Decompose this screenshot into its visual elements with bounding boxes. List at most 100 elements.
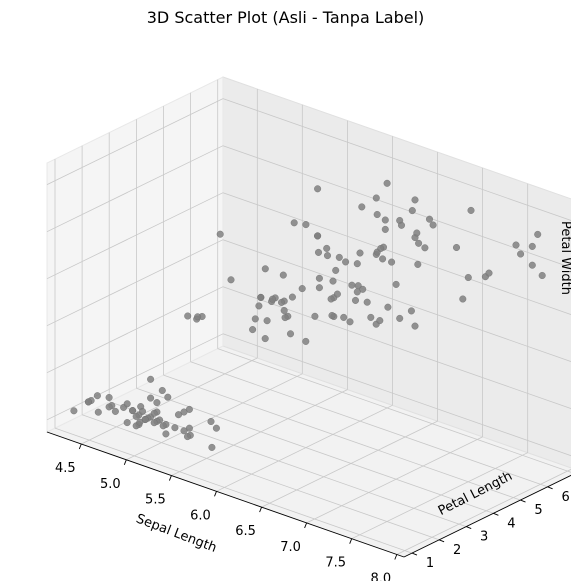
data-point [269, 295, 277, 303]
data-point [174, 411, 182, 419]
x-tick [349, 538, 353, 544]
y-tick [547, 486, 553, 490]
y-tick-label: 1 [426, 556, 434, 571]
data-point [528, 242, 536, 250]
x-tick-label: 7.0 [280, 540, 301, 555]
data-point [288, 293, 296, 301]
data-point [315, 274, 323, 282]
y-tick [411, 552, 418, 556]
data-point [407, 307, 415, 315]
data-point [467, 206, 475, 214]
data-point [132, 412, 140, 420]
x-tick-label: 5.5 [145, 493, 166, 508]
data-point [315, 248, 323, 256]
data-point [153, 399, 161, 407]
data-point [517, 250, 525, 258]
x-tick [259, 506, 263, 513]
data-point [261, 265, 269, 273]
data-point [263, 317, 271, 325]
gridline-y [190, 361, 548, 488]
y-tick [493, 512, 499, 516]
gridline-z [46, 333, 224, 421]
gridline-y [54, 427, 413, 554]
data-point [363, 298, 371, 306]
x-tick [304, 522, 308, 529]
data-point [136, 418, 144, 426]
data-point [158, 387, 166, 395]
data-point [70, 407, 78, 415]
y-tick-label: 3 [480, 530, 488, 545]
data-point [373, 210, 381, 218]
grid-lines [46, 79, 571, 555]
x-tick [123, 459, 127, 465]
left-pane [46, 76, 224, 433]
x-tick-label: 6.0 [190, 508, 211, 523]
gridline-x [306, 436, 483, 524]
data-point [138, 407, 146, 415]
y-tick-label: 6 [561, 490, 569, 505]
gridline-z [46, 98, 224, 185]
data-point [314, 185, 322, 193]
data-point [159, 422, 167, 430]
data-point [528, 261, 536, 269]
data-point [388, 258, 396, 266]
gridline-z [46, 145, 224, 233]
data-point [352, 296, 360, 304]
data-point [353, 288, 361, 296]
data-point [315, 284, 323, 292]
data-point [335, 253, 343, 261]
data-point [377, 244, 385, 252]
data-point [376, 317, 384, 325]
data-point [429, 221, 437, 229]
gridline-y [217, 348, 571, 473]
data-point [381, 216, 389, 224]
gridline-z [222, 98, 571, 221]
data-point [150, 409, 158, 417]
x-tick [168, 475, 172, 481]
x-tick [78, 443, 82, 450]
data-point [298, 285, 306, 293]
x-tick-label: 5.0 [100, 477, 121, 492]
data-point [278, 298, 286, 306]
x-tick-label: 7.5 [325, 556, 346, 571]
data-point [329, 277, 337, 285]
data-point [123, 400, 131, 408]
data-point [180, 427, 188, 435]
data-point [358, 203, 366, 211]
data-point [281, 314, 289, 322]
y-tick-label: 2 [453, 543, 461, 558]
data-point [538, 272, 546, 280]
data-point [340, 313, 348, 321]
data-point [227, 276, 235, 284]
axis-panes [45, 76, 571, 558]
data-point [324, 252, 332, 260]
data-point [164, 393, 172, 401]
gridline-z [46, 286, 224, 374]
data-point [302, 337, 310, 345]
data-point [346, 318, 354, 326]
y-tick [520, 499, 526, 503]
gridline-x [351, 452, 528, 540]
data-point [84, 398, 92, 406]
gridline-x [171, 389, 348, 476]
gridline-x [81, 357, 258, 445]
data-point [147, 394, 155, 402]
data-point [464, 274, 472, 282]
data-point [342, 258, 350, 266]
y-tick-label: 5 [534, 503, 542, 518]
data-point [485, 269, 493, 277]
data-point [150, 419, 158, 427]
data-point [413, 229, 421, 237]
data-point [290, 219, 298, 227]
x-tick-label: 4.5 [55, 461, 76, 476]
data-point [171, 424, 179, 432]
data-point [398, 221, 406, 229]
data-point [287, 330, 295, 338]
data-point [183, 433, 191, 441]
y-tick-label: 4 [507, 516, 515, 531]
data-point [453, 243, 461, 251]
data-point [208, 443, 216, 451]
data-point [396, 314, 404, 322]
data-point [332, 266, 340, 274]
